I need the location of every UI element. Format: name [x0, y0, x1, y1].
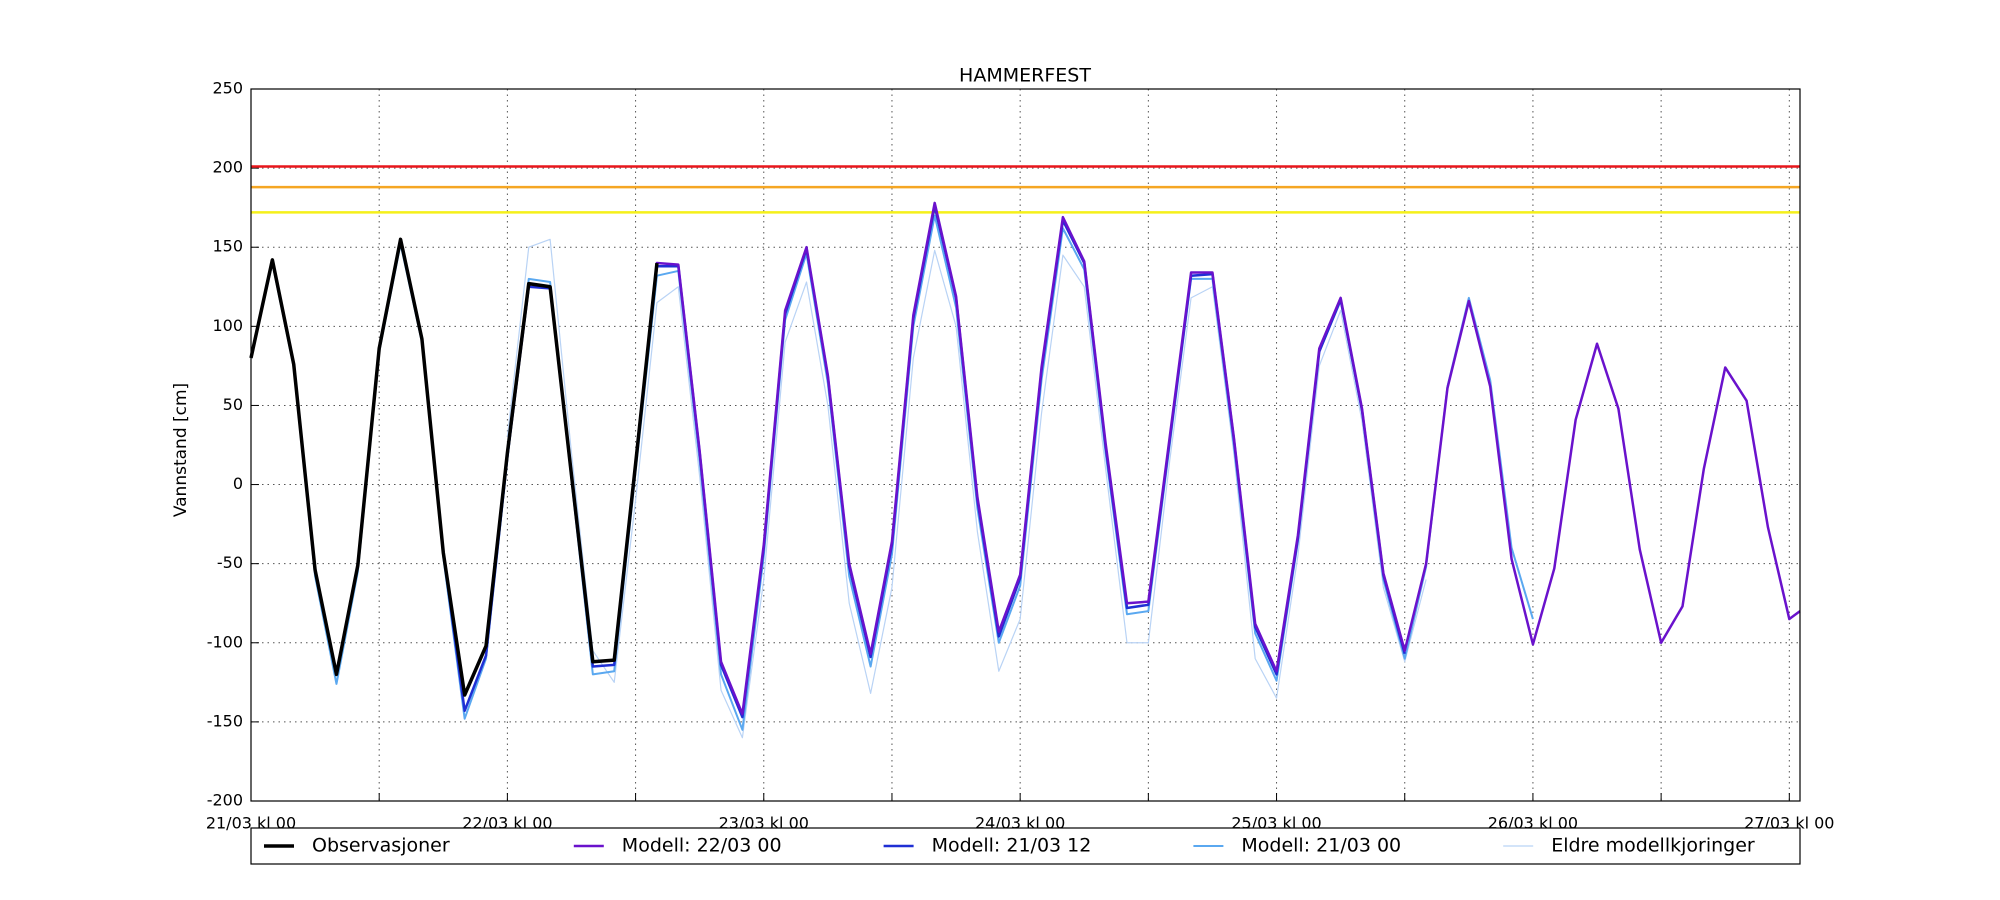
y-tick-label: 0 [233, 474, 243, 493]
series-line [506, 238, 1427, 739]
legend-label: Modell: 21/03 00 [1241, 835, 1401, 857]
y-tick-label: 200 [212, 158, 243, 177]
legend-label: Modell: 22/03 00 [622, 835, 782, 857]
y-tick-label: 50 [223, 395, 243, 414]
legend-label: Modell: 21/03 12 [932, 835, 1092, 857]
y-tick-label: 250 [212, 79, 243, 98]
series-line [249, 237, 659, 697]
y-axis-label: Vannstand [cm] [171, 383, 191, 517]
y-tick-label: -100 [207, 632, 243, 651]
y-tick-label: -50 [217, 553, 243, 572]
legend-label: Eldre modellkjoringer [1551, 835, 1755, 857]
y-tick-label: -150 [207, 711, 243, 730]
series-line [634, 201, 1801, 716]
y-tick-label: 100 [212, 316, 243, 335]
legend-box [250, 827, 1801, 865]
plot-frame [250, 88, 1801, 802]
y-tick-label: -200 [207, 791, 243, 810]
legend-label: Observasjoner [312, 835, 450, 857]
y-tick-label: 150 [212, 237, 243, 256]
chart-title: HAMMERFEST [959, 65, 1091, 87]
